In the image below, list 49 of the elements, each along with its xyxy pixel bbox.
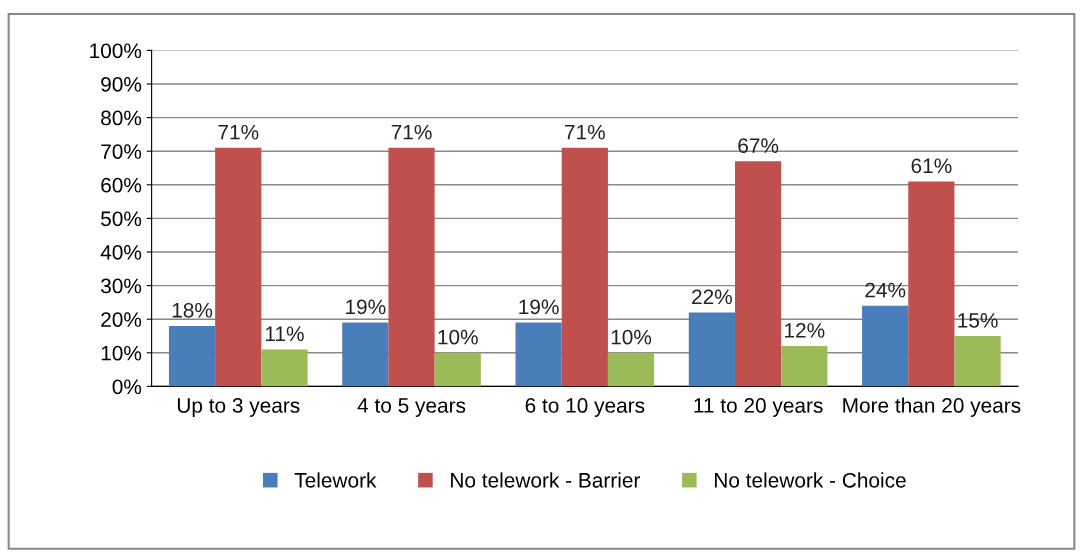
text: 22%	[692, 289, 732, 305]
legend-label: No telework - Barrier	[451, 472, 641, 488]
bar	[607, 352, 655, 387]
bar	[561, 147, 608, 387]
bar	[388, 147, 435, 387]
bar	[954, 336, 1001, 387]
y-tick-label: 80%	[101, 110, 142, 126]
y-tick-label: 40%	[100, 245, 142, 260]
text: 19%	[519, 299, 559, 315]
bar	[862, 305, 909, 387]
text: 67%	[738, 138, 779, 153]
text: 71%	[218, 124, 259, 140]
bar	[688, 312, 735, 387]
y-tick-label: 10%	[101, 345, 142, 361]
x-tick-label: 11 to 20 years	[694, 398, 823, 417]
bar	[908, 181, 955, 387]
y-tick-label: 70%	[101, 144, 142, 159]
y-tick-label: 50%	[101, 211, 142, 227]
text: 10%	[438, 329, 478, 345]
y-tick-label: 100%	[90, 43, 142, 59]
x-tick-label: 6 to 10 years	[525, 398, 645, 417]
bar	[434, 352, 481, 387]
text: 18%	[172, 302, 213, 318]
text: 71%	[565, 124, 605, 140]
text: 11%	[265, 326, 304, 342]
y-tick-label: 60%	[101, 177, 142, 193]
text: 10%	[611, 329, 652, 345]
bar	[261, 349, 308, 387]
text: 71%	[391, 124, 432, 140]
text: 12%	[785, 323, 825, 338]
text: 15%	[958, 313, 998, 328]
text: 61%	[911, 158, 952, 174]
bar	[781, 346, 828, 387]
bar	[342, 322, 389, 387]
legend-label: No telework - Choice	[715, 472, 906, 488]
bar	[215, 147, 262, 387]
bar	[168, 325, 216, 387]
bar	[515, 322, 562, 387]
legend-label: Telework	[294, 472, 377, 488]
y-tick-label: 90%	[101, 77, 142, 92]
x-tick-label: Up to 3 years	[177, 398, 300, 417]
text: 19%	[346, 299, 386, 315]
y-tick-label: 30%	[101, 278, 142, 294]
bar	[735, 161, 782, 387]
y-tick-label: 0%	[112, 379, 142, 395]
x-tick-label: More than 20 years	[843, 397, 1021, 417]
y-tick-label: 20%	[101, 312, 142, 327]
text: 24%	[865, 282, 906, 298]
x-tick-label: 4 to 5 years	[357, 398, 466, 417]
